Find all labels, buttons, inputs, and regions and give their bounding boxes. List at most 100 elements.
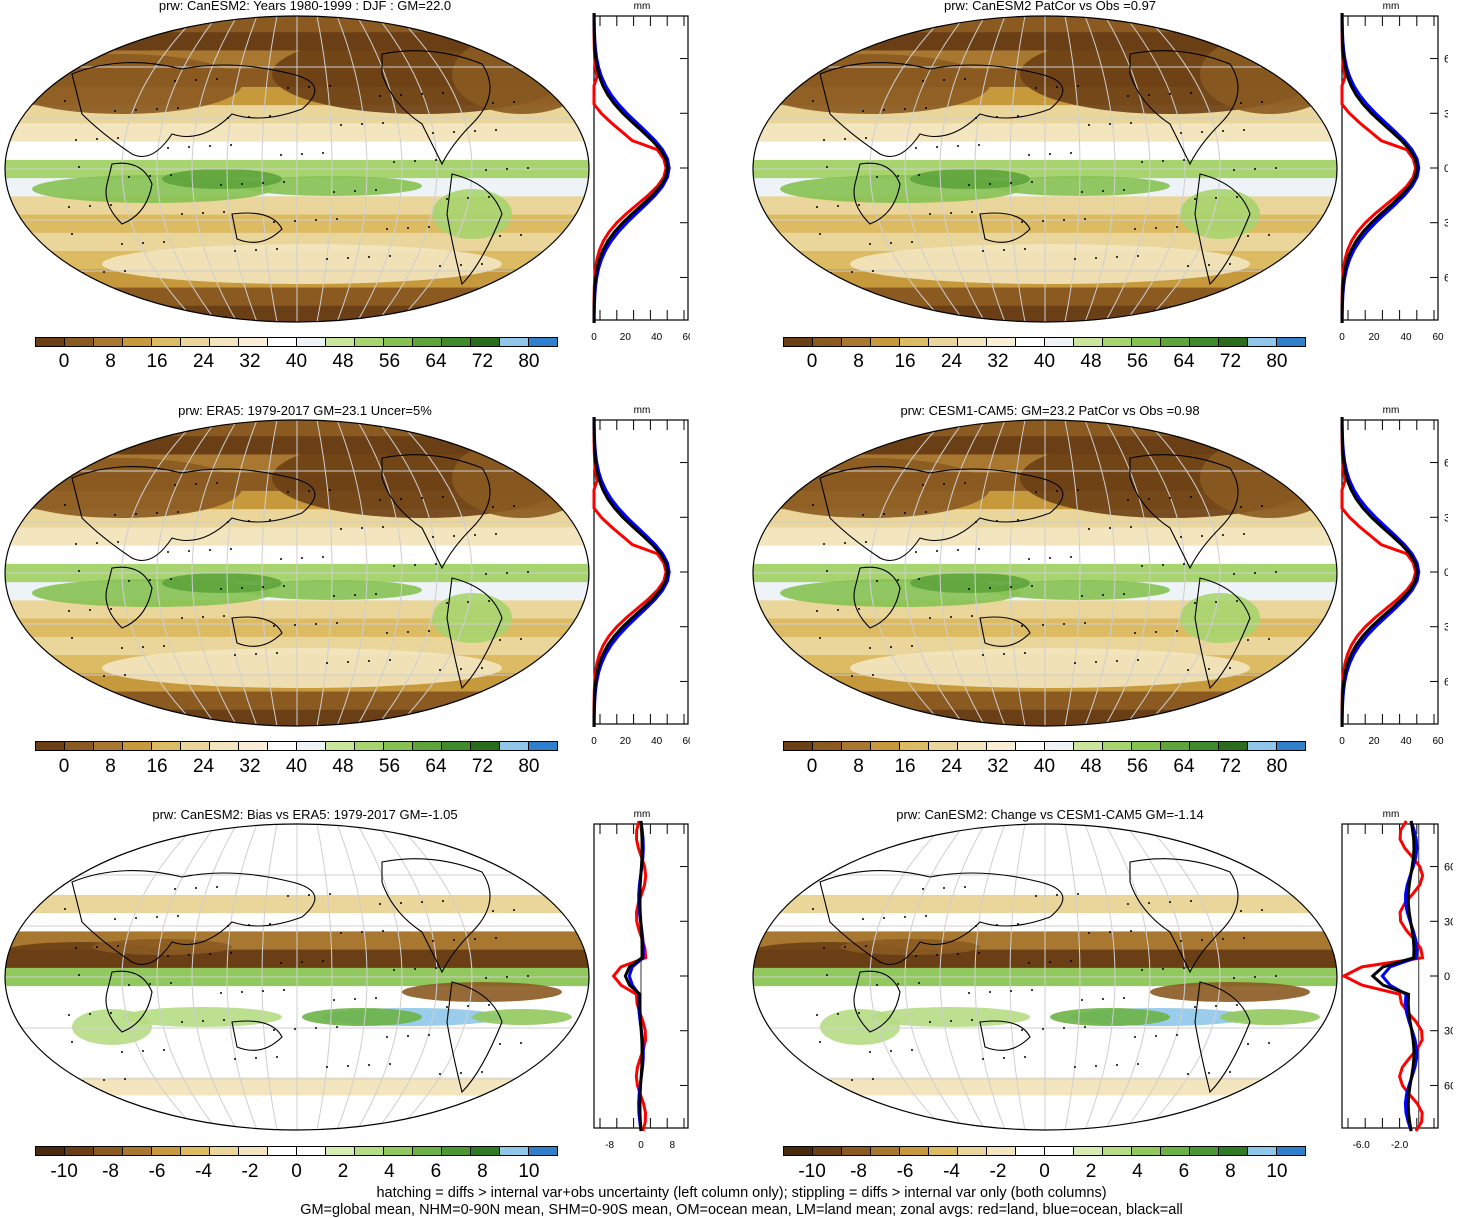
colorbar-swatch <box>1103 1147 1132 1155</box>
zonal-unit-label: mm <box>1383 1 1400 12</box>
zonal-x-tick-label: 60 <box>1432 332 1444 343</box>
colorbar-tick-label: 56 <box>1126 351 1149 372</box>
colorbar-swatch <box>36 338 65 346</box>
colorbar-swatch <box>471 338 500 346</box>
zonal-unit-label: mm <box>634 1 651 12</box>
colorbar-swatch <box>1132 1147 1161 1155</box>
colorbar-swatch <box>94 338 123 346</box>
panel-4-colorbar-labels: 0 8 16 24 32 40 48 56 64 72 80 <box>783 756 1306 780</box>
colorbar-swatch <box>239 742 268 750</box>
colorbar-tick-label: 80 <box>1266 351 1288 372</box>
panel-3-colorbar <box>35 741 558 751</box>
colorbar-swatch <box>297 1147 326 1155</box>
zonal-all-curve <box>1340 12 1419 324</box>
colorbar-tick-label: 64 <box>1173 756 1195 777</box>
colorbar-tick-label: 64 <box>425 756 447 777</box>
colorbar-swatch <box>842 338 871 346</box>
colorbar-swatch <box>442 338 471 346</box>
colorbar-swatch <box>1190 742 1219 750</box>
colorbar-swatch <box>210 742 239 750</box>
colorbar-tick-label: 16 <box>146 756 168 777</box>
colorbar-swatch <box>413 1147 442 1155</box>
colorbar-tick-label: -4 <box>943 1161 960 1182</box>
colorbar-swatch <box>268 338 297 346</box>
colorbar-tick-label: 40 <box>1033 351 1056 372</box>
colorbar-swatch <box>1074 1147 1103 1155</box>
colorbar-swatch <box>529 1147 557 1155</box>
colorbar-swatch <box>500 1147 529 1155</box>
panel-2-title: prw: CanESM2 PatCor vs Obs =0.97 <box>943 0 1157 13</box>
panel-2-colorbar <box>783 337 1306 347</box>
colorbar-tick-label: 8 <box>1225 1161 1236 1182</box>
zonal-lat-tick-label: 0 <box>1444 163 1448 175</box>
zonal-x-tick-label: 20 <box>620 332 632 343</box>
zonal-all-curve <box>623 820 644 1132</box>
colorbar-swatch <box>929 1147 958 1155</box>
colorbar-tick-label: 2 <box>337 1161 349 1182</box>
colorbar-swatch <box>65 1147 94 1155</box>
zonal-land-curve <box>592 416 668 728</box>
zonal-x-tick-label: 0 <box>591 332 597 343</box>
colorbar-swatch <box>442 742 471 750</box>
colorbar-tick-label: 0 <box>291 1161 302 1182</box>
colorbar-swatch <box>1103 742 1132 750</box>
colorbar-swatch <box>413 338 442 346</box>
colorbar-tick-label: -8 <box>850 1161 867 1182</box>
zonal-x-tick-label: -6.0 <box>1353 1140 1371 1151</box>
colorbar-swatch <box>152 1147 181 1155</box>
colorbar-swatch <box>65 338 94 346</box>
zonal-lat-tick-label: 60N <box>1444 862 1453 874</box>
colorbar-swatch <box>1132 742 1161 750</box>
colorbar-tick-label: 80 <box>1266 756 1288 777</box>
colorbar-swatch <box>123 1147 152 1155</box>
colorbar-tick-label: 56 <box>378 351 401 372</box>
colorbar-tick-label: 64 <box>425 351 447 372</box>
colorbar-swatch <box>1074 742 1103 750</box>
colorbar-tick-label: 64 <box>1173 351 1195 372</box>
colorbar-tick-label: 32 <box>239 756 261 777</box>
colorbar-swatch <box>500 742 529 750</box>
colorbar-swatch <box>871 338 900 346</box>
colorbar-swatch <box>1016 338 1045 346</box>
zonal-ocean-curve <box>1340 416 1421 728</box>
colorbar-tick-label: 10 <box>1266 1161 1288 1182</box>
zonal-lat-tick-label: 30S <box>1444 218 1448 230</box>
colorbar-swatch <box>958 338 987 346</box>
colorbar-swatch <box>1190 338 1219 346</box>
colorbar-swatch <box>355 1147 384 1155</box>
colorbar-tick-label: 24 <box>940 351 963 372</box>
colorbar-tick-label: 32 <box>987 351 1009 372</box>
zonal-lat-tick-label: 30S <box>1444 622 1448 634</box>
zonal-all-curve <box>1340 416 1419 728</box>
colorbar-swatch <box>65 742 94 750</box>
colorbar-swatch <box>1074 338 1103 346</box>
panel-5-colorbar-labels: -10 -8 -6 -4 -2 0 2 4 6 8 10 <box>35 1161 558 1185</box>
zonal-unit-label: mm <box>1383 405 1400 416</box>
panel-6-colorbar <box>783 1146 1306 1156</box>
panel-3-colorbar-labels: 0 8 16 24 32 40 48 56 64 72 80 <box>35 756 558 780</box>
colorbar-swatch <box>355 338 384 346</box>
zonal-lat-tick-label: 60S <box>1444 676 1448 688</box>
colorbar-swatch <box>500 338 529 346</box>
zonal-lat-tick-label: 60S <box>1444 1080 1453 1092</box>
zonal-ocean-curve <box>1340 12 1421 324</box>
colorbar-tick-label: 8 <box>477 1161 488 1182</box>
zonal-x-tick-label: 0 <box>1339 736 1345 747</box>
colorbar-tick-label: 72 <box>1219 351 1242 372</box>
colorbar-swatch <box>987 1147 1016 1155</box>
zonal-lat-tick-label: 30N <box>1444 108 1448 120</box>
colorbar-swatch <box>813 338 842 346</box>
colorbar-swatch <box>1045 742 1074 750</box>
zonal-ocean-curve <box>592 12 671 324</box>
zonal-all-curve <box>1370 820 1416 1132</box>
colorbar-swatch <box>1161 338 1190 346</box>
zonal-x-tick-label: 60 <box>682 736 690 747</box>
panel-3-title: prw: ERA5: 1979-2017 GM=23.1 Uncer=5% <box>178 403 432 418</box>
colorbar-swatch <box>326 338 355 346</box>
colorbar-tick-label: 0 <box>806 756 818 777</box>
colorbar-swatch <box>1277 338 1305 346</box>
zonal-ocean-curve <box>592 416 671 728</box>
colorbar-tick-label: 6 <box>430 1161 442 1182</box>
zonal-x-tick-label: 0 <box>591 736 597 747</box>
panel-1-title: prw: CanESM2: Years 1980-1999 : DJF : GM… <box>158 0 452 13</box>
